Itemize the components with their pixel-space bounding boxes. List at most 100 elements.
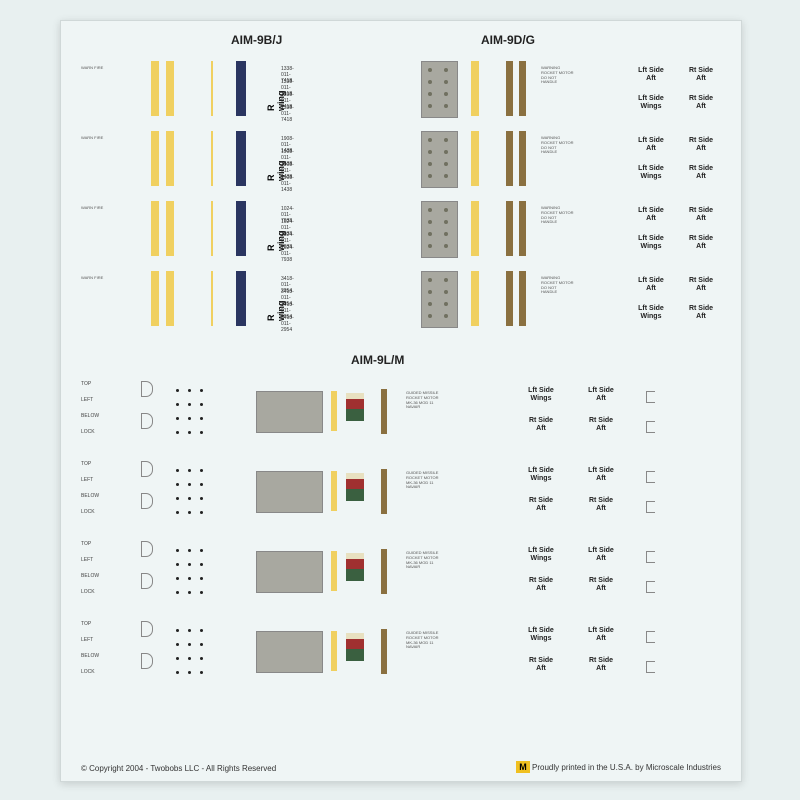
black-dot — [188, 469, 191, 472]
bracket-mark — [646, 631, 655, 643]
black-dot — [176, 591, 179, 594]
lm-side-label: TOP — [81, 621, 91, 627]
rivet-dot — [428, 150, 432, 154]
black-dot — [176, 511, 179, 514]
stencil-text: WARN FIRE — [81, 276, 131, 281]
black-dot — [200, 629, 203, 632]
navy-stripe — [236, 61, 246, 116]
side-label: Lft SideAft — [581, 627, 621, 642]
side-label: Lft SideAft — [631, 137, 671, 152]
rivet-dot — [428, 314, 432, 318]
yellow-stripe — [331, 631, 337, 671]
side-label: Lft SideAft — [631, 277, 671, 292]
side-label: Rt SideAft — [581, 657, 621, 672]
d-shape — [141, 573, 153, 589]
side-label: Lft SideWings — [521, 547, 561, 562]
brown-stripe — [506, 201, 513, 256]
rivet-dot — [428, 302, 432, 306]
rivet-dot — [444, 290, 448, 294]
side-label: Lft SideWings — [631, 165, 671, 180]
brown-stripe — [506, 61, 513, 116]
yellow-stripe — [166, 61, 174, 116]
yellow-stripe — [471, 131, 479, 186]
black-dot — [188, 389, 191, 392]
black-dot — [200, 563, 203, 566]
bracket-mark — [646, 391, 655, 403]
bracket-mark — [646, 551, 655, 563]
yellow-stripe — [166, 201, 174, 256]
black-dot — [176, 671, 179, 674]
title-lm: AIM-9L/M — [351, 353, 404, 367]
lm-side-label: TOP — [81, 381, 91, 387]
black-dot — [188, 417, 191, 420]
black-dot — [176, 497, 179, 500]
black-dot — [200, 469, 203, 472]
black-dot — [200, 549, 203, 552]
d-shape — [141, 621, 153, 637]
side-label: Lft SideWings — [521, 387, 561, 402]
side-label: Rt SideAft — [581, 417, 621, 432]
yellow-stripe — [166, 271, 174, 326]
side-label: Rt SideAft — [521, 577, 561, 592]
serial-number: 3418-011-2954 — [281, 315, 294, 333]
yellow-line — [211, 271, 213, 326]
black-dot — [188, 577, 191, 580]
side-label: Rt SideAft — [521, 417, 561, 432]
rivet-dot — [444, 232, 448, 236]
d-shape — [141, 461, 153, 477]
stencil-text: GUIDED MISSILEROCKET MOTORMK-36 MOD 11NA… — [406, 551, 486, 570]
gray-panel — [421, 131, 458, 188]
rivet-dot — [428, 138, 432, 142]
black-dot — [176, 563, 179, 566]
black-dot — [176, 657, 179, 660]
lm-side-label: LOCK — [81, 589, 95, 595]
lm-side-label: BELOW — [81, 413, 99, 419]
side-label: Rt SideAft — [681, 235, 721, 250]
rivet-dot — [428, 232, 432, 236]
lm-side-label: BELOW — [81, 493, 99, 499]
lm-side-label: LOCK — [81, 509, 95, 515]
bracket-mark — [646, 421, 655, 433]
stencil-text: WARN FIRE — [81, 206, 131, 211]
rivet-dot — [428, 220, 432, 224]
gray-panel — [421, 271, 458, 328]
side-label: Rt SideAft — [681, 277, 721, 292]
bracket-mark — [646, 501, 655, 513]
side-label: Rt SideAft — [681, 305, 721, 320]
d-shape — [141, 381, 153, 397]
rivet-dot — [444, 244, 448, 248]
m-logo-icon: M — [516, 761, 530, 773]
brown-stripe — [506, 131, 513, 186]
rivet-dot — [444, 174, 448, 178]
side-label: Lft SideWings — [631, 305, 671, 320]
brown-stripe — [381, 629, 387, 674]
side-label: Lft SideAft — [581, 467, 621, 482]
black-dot — [188, 511, 191, 514]
side-label: Rt SideAft — [681, 165, 721, 180]
title-bj: AIM-9B/J — [231, 33, 282, 47]
black-dot — [200, 591, 203, 594]
black-dot — [188, 629, 191, 632]
side-label: Lft SideAft — [581, 387, 621, 402]
black-dot — [188, 497, 191, 500]
gray-panel — [256, 391, 323, 433]
yellow-stripe — [151, 61, 159, 116]
navy-stripe — [236, 131, 246, 186]
lm-side-label: LOCK — [81, 669, 95, 675]
yellow-stripe — [151, 201, 159, 256]
lm-side-label: TOP — [81, 461, 91, 467]
black-dot — [200, 643, 203, 646]
black-dot — [188, 403, 191, 406]
rivet-dot — [444, 302, 448, 306]
rivet-dot — [444, 278, 448, 282]
lm-side-label: LEFT — [81, 637, 93, 643]
stencil-text: WARN FIRE — [81, 66, 131, 71]
yellow-line — [211, 201, 213, 256]
rivet-dot — [428, 244, 432, 248]
serial-number: 1338-011-7418 — [281, 105, 294, 123]
title-dg: AIM-9D/G — [481, 33, 535, 47]
stencil-text: GUIDED MISSILEROCKET MOTORMK-36 MOD 11NA… — [406, 391, 486, 410]
brown-stripe — [519, 201, 526, 256]
yellow-stripe — [471, 201, 479, 256]
lm-side-label: BELOW — [81, 573, 99, 579]
